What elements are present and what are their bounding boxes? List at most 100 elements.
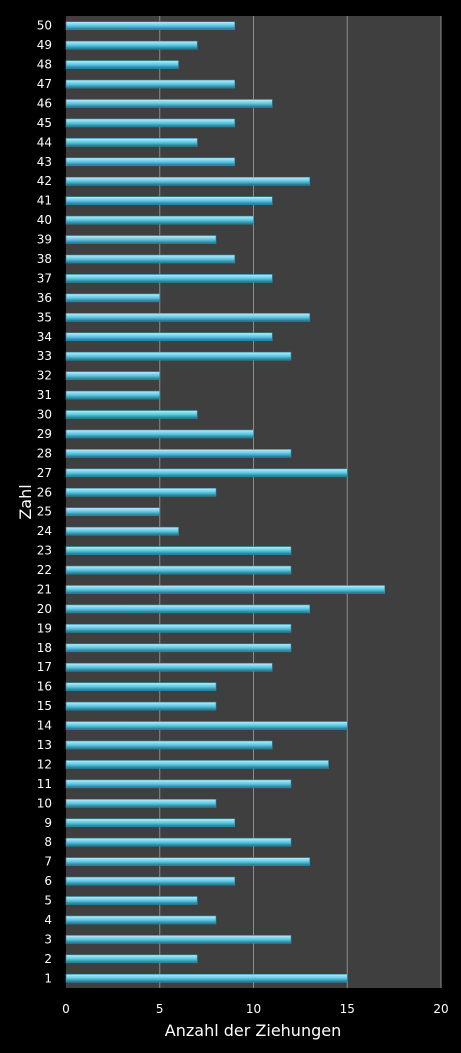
bar: [65, 624, 292, 633]
y-axis-label: Zahl: [16, 484, 35, 519]
bar: [65, 585, 386, 594]
x-tick-labels: 0 5 10 15 20: [62, 1002, 448, 1016]
bar: [65, 760, 329, 769]
bar: [65, 157, 236, 167]
y-tick-label: 46: [37, 96, 52, 110]
y-tick-label: 17: [37, 660, 52, 674]
x-tick-label: 5: [156, 1002, 164, 1016]
y-tick-label: 25: [37, 505, 52, 519]
y-tick-label: 42: [37, 174, 52, 188]
bar: [65, 643, 292, 653]
y-tick-label: 14: [37, 719, 52, 733]
bar: [65, 565, 292, 575]
bar: [65, 235, 217, 244]
y-tick-label: 16: [37, 680, 52, 694]
y-tick-label: 35: [37, 310, 52, 324]
bar: [65, 779, 292, 789]
bar: [65, 293, 161, 303]
bar: [65, 468, 348, 478]
y-tick-label: 33: [37, 349, 52, 363]
y-tick-label: 7: [44, 855, 52, 869]
y-tick-label: 19: [37, 621, 52, 635]
y-tick-label: 27: [37, 466, 52, 480]
bar: [65, 21, 236, 31]
y-tick-label: 49: [37, 38, 52, 52]
bar: [65, 915, 217, 925]
y-tick-label: 2: [44, 952, 52, 966]
y-tick-label: 26: [37, 485, 52, 499]
bar: [65, 701, 217, 711]
x-tick-label: 15: [340, 1002, 355, 1016]
bar: [65, 935, 292, 944]
y-tick-label: 30: [37, 408, 52, 422]
y-tick-label: 37: [37, 271, 52, 285]
bar: [65, 546, 292, 555]
bar: [65, 254, 236, 264]
x-axis-label: Anzahl der Ziehungen: [165, 1021, 341, 1040]
y-tick-label: 21: [37, 582, 52, 596]
bar: [65, 449, 292, 458]
x-tick-label: 20: [433, 1002, 448, 1016]
y-tick-label: 32: [37, 369, 52, 383]
bar: [65, 332, 273, 342]
y-tick-label: 29: [37, 427, 52, 441]
bar: [65, 215, 254, 225]
y-tick-label: 10: [37, 796, 52, 810]
y-tick-label: 3: [44, 932, 52, 946]
bar: [65, 799, 217, 808]
y-tick-label: 18: [37, 641, 52, 655]
bar: [65, 371, 161, 380]
bars: [65, 21, 386, 983]
y-tick-label: 9: [44, 816, 52, 830]
x-tick-label: 10: [246, 1002, 261, 1016]
y-tick-label: 4: [44, 913, 52, 927]
y-tick-label: 23: [37, 544, 52, 558]
bar: [65, 118, 236, 128]
bar: [65, 604, 311, 614]
y-tick-label: 28: [37, 446, 52, 460]
y-tick-label: 34: [37, 330, 52, 344]
bar: [65, 662, 273, 672]
y-tick-label: 15: [37, 699, 52, 713]
bar: [65, 390, 161, 400]
bar: [65, 176, 311, 186]
bar: [65, 60, 179, 69]
y-tick-label: 24: [37, 524, 52, 538]
y-tick-label: 44: [37, 135, 52, 149]
bar: [65, 721, 348, 730]
y-tick-label: 8: [44, 835, 52, 849]
bar: [65, 857, 311, 866]
x-tick-label: 0: [62, 1002, 70, 1016]
y-tick-label: 1: [44, 971, 52, 985]
bar: [65, 429, 254, 439]
bar: [65, 40, 198, 50]
bar: [65, 351, 292, 361]
bar: [65, 487, 217, 497]
y-tick-label: 39: [37, 233, 52, 247]
bar: [65, 973, 348, 983]
bar: [65, 526, 179, 536]
y-tick-label: 20: [37, 602, 52, 616]
y-tick-label: 50: [37, 19, 52, 33]
bar: [65, 837, 292, 847]
bar: [65, 410, 198, 419]
bar: [65, 876, 236, 886]
y-tick-label: 36: [37, 291, 52, 305]
bar: [65, 79, 236, 89]
bar: [65, 818, 236, 828]
y-tick-label: 31: [37, 388, 52, 402]
y-tick-label: 43: [37, 155, 52, 169]
bar: [65, 954, 198, 964]
y-tick-label: 13: [37, 738, 52, 752]
y-tick-label: 22: [37, 563, 52, 577]
y-tick-label: 11: [37, 777, 52, 791]
y-tick-label: 12: [37, 757, 52, 771]
y-tick-label: 5: [44, 894, 52, 908]
y-tick-label: 48: [37, 58, 52, 72]
bar: [65, 138, 198, 147]
y-tick-label: 40: [37, 213, 52, 227]
y-tick-label: 41: [37, 194, 52, 208]
bar: [65, 313, 311, 322]
bar: [65, 196, 273, 205]
